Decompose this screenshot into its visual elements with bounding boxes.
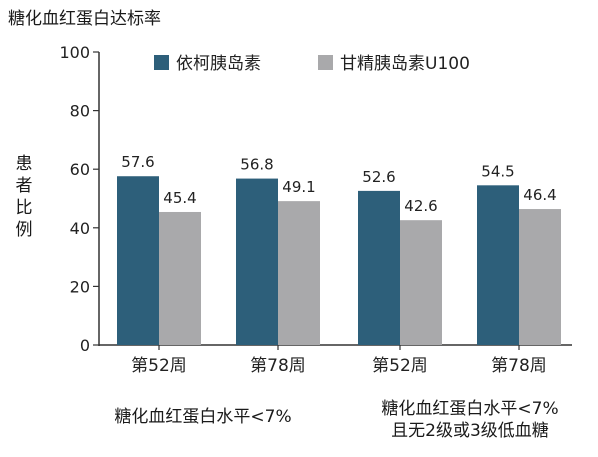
- group-label-line: 糖化血红蛋白水平<7%: [114, 407, 292, 427]
- bar-series-1: [236, 178, 278, 345]
- group-label-1: 糖化血红蛋白水平<7%: [88, 406, 318, 428]
- x-tick-label: 第52周: [131, 356, 187, 376]
- data-label: 56.8: [240, 156, 273, 174]
- data-label: 46.4: [523, 186, 556, 204]
- y-tick-label: 20: [70, 277, 90, 296]
- y-axis-label-char-2: 比: [15, 198, 33, 218]
- x-tick-label: 第78周: [250, 356, 306, 376]
- y-axis-label-char-3: 例: [15, 220, 33, 240]
- chart-title: 糖化血红蛋白达标率: [8, 9, 161, 29]
- bar-series-2: [519, 209, 561, 345]
- data-label: 57.6: [121, 153, 154, 171]
- y-tick-label: 60: [70, 160, 90, 179]
- x-tick-label: 第78周: [491, 356, 547, 376]
- y-axis-label: 患者比例: [14, 153, 34, 241]
- bar-series-1: [477, 185, 519, 345]
- y-tick-label: 100: [59, 43, 90, 62]
- data-label: 49.1: [282, 178, 315, 196]
- data-label: 45.4: [163, 189, 196, 207]
- y-tick-label: 80: [70, 102, 90, 121]
- group-label-line: 糖化血红蛋白水平<7%: [381, 399, 559, 419]
- bar-series-2: [278, 201, 320, 345]
- data-label: 42.6: [404, 197, 437, 215]
- x-tick-label: 第52周: [372, 356, 428, 376]
- bar-series-2: [400, 220, 442, 345]
- legend-swatch: [318, 55, 333, 70]
- group-label-line: 且无2级或3级低血糖: [391, 421, 549, 441]
- y-axis-label-char-1: 者: [15, 176, 33, 196]
- bar-series-1: [117, 176, 159, 345]
- group-label-2: 糖化血红蛋白水平<7% 且无2级或3级低血糖: [345, 398, 595, 442]
- legend-swatch: [154, 55, 169, 70]
- data-label: 54.5: [481, 162, 514, 180]
- bar-series-2: [159, 211, 201, 345]
- y-axis-label-char-0: 患: [15, 154, 33, 174]
- data-label: 52.6: [362, 168, 395, 186]
- bar-series-1: [358, 190, 400, 345]
- y-tick-label: 0: [80, 336, 90, 355]
- legend-label: 依柯胰岛素: [176, 54, 261, 74]
- legend-label: 甘精胰岛素U100: [340, 54, 470, 74]
- y-tick-label: 40: [70, 219, 90, 238]
